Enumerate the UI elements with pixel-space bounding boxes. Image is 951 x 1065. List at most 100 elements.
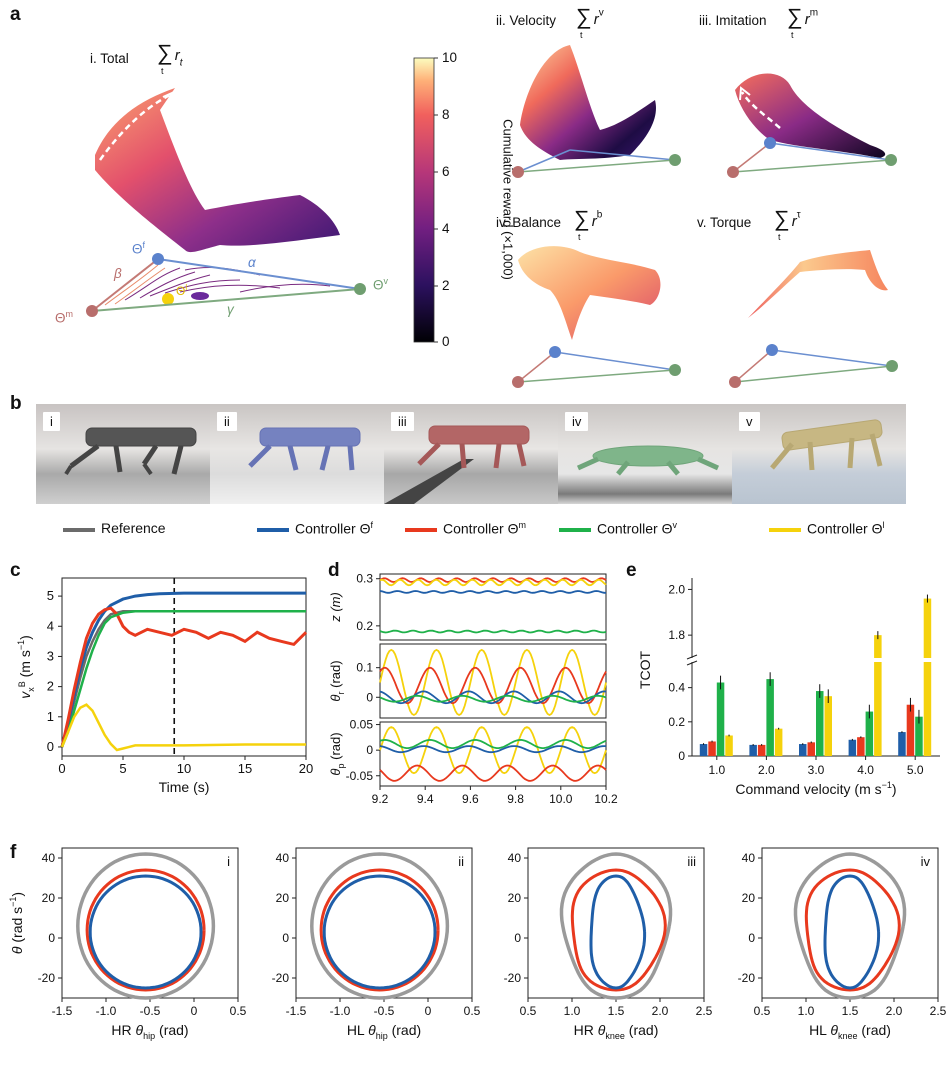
landscape-velocity (512, 45, 681, 178)
x-tick-label: 9.4 (417, 792, 434, 805)
y-tick-label: 0.1 (356, 661, 373, 675)
y-axis-label: vxB (m s−1) (16, 635, 36, 699)
bar (865, 711, 874, 756)
legend-swatch-v (559, 528, 591, 532)
x-tick-label: 0.5 (754, 1004, 771, 1018)
label-gamma: γ (227, 302, 234, 317)
axis-break (686, 654, 698, 660)
bar (716, 682, 725, 756)
legend-label-reference: Reference (101, 520, 166, 536)
x-tick-label: 0.5 (520, 1004, 537, 1018)
y-axis-label: z (m) (328, 592, 343, 623)
velocity-title: ii. Velocity (496, 13, 557, 28)
trajectory (589, 874, 647, 990)
x-tick-label: 0 (425, 1004, 432, 1018)
bar (749, 744, 757, 756)
legend-label-v: Controller Θv (597, 520, 677, 537)
y-axis-label: TCOT (637, 651, 653, 690)
trajectory (88, 874, 203, 990)
y-tick-label: -20 (272, 971, 290, 985)
y-tick-label: 0 (366, 743, 373, 757)
bar (766, 679, 774, 756)
series-line (60, 703, 306, 752)
x-axis-label: HL θhip (rad) (347, 1022, 421, 1041)
legend-swatch-f (257, 528, 289, 532)
x-tick-label: 1.0 (798, 1004, 815, 1018)
bar (857, 737, 865, 756)
chart-f: i -1.5 -1.0 -0.5 0 0.5 40 20 0 -20 HR θhip (rad) ii… (8, 847, 947, 1041)
trajectory (319, 868, 440, 992)
chart-c: 0 5 10 15 20 0 1 2 3 4 5 Time (s) vxB (m s−1) (16, 577, 313, 795)
bar (915, 716, 923, 756)
subplot-tag: ii (458, 854, 464, 869)
y-tick-label: 2.0 (668, 582, 685, 596)
colorbar-tick: 2 (442, 278, 450, 293)
series-line (379, 590, 606, 594)
y-tick-label: 1 (47, 709, 54, 724)
panel-a-landscapes (86, 45, 898, 388)
legend-label-f: Controller Θf (295, 520, 373, 537)
x-tick-label: 4.0 (857, 763, 874, 777)
x-axis-label: Command velocity (m s−1) (735, 780, 896, 797)
subplot-frame (379, 573, 607, 641)
legend-swatch-m (405, 528, 437, 532)
trajectory (570, 868, 667, 992)
x-tick-label: 1.0 (708, 763, 725, 777)
x-axis-label: HL θknee (rad) (809, 1022, 891, 1041)
bar (874, 635, 882, 658)
trajectory (310, 852, 450, 1000)
y-tick-label: 20 (742, 891, 756, 905)
x-tick-label: -1.0 (330, 1004, 351, 1018)
balance-formula: ∑ t rb (574, 206, 603, 242)
x-tick-label: 9.8 (507, 792, 524, 805)
panel-letter-d: d (328, 560, 340, 581)
panel-letter-c: c (10, 560, 21, 581)
series-line (60, 606, 308, 748)
imitation-title: iii. Imitation (699, 13, 767, 28)
robot-tile-1: i (36, 404, 210, 504)
landscape-total (86, 88, 366, 317)
bar (848, 739, 857, 756)
y-tick-label: -20 (738, 971, 756, 985)
x-tick-label: 5 (119, 761, 126, 776)
series-line (379, 726, 607, 775)
y-tick-label: 0 (748, 931, 755, 945)
x-tick-label: -0.5 (374, 1004, 395, 1018)
colorbar-tick: 10 (442, 50, 458, 65)
colorbar-tick: 0 (442, 334, 450, 349)
y-tick-label: 20 (276, 891, 290, 905)
series-line (379, 629, 607, 634)
x-tick-label: 10.2 (594, 792, 618, 805)
x-tick-label: 2.0 (652, 1004, 669, 1018)
y-tick-label: 40 (276, 851, 290, 865)
y-tick-label: 40 (508, 851, 522, 865)
x-tick-label: 2.0 (758, 763, 775, 777)
x-tick-label: 5.0 (907, 763, 924, 777)
label-alpha: α (248, 255, 256, 270)
y-tick-label: 0 (47, 739, 54, 754)
y-tick-label: 0 (282, 931, 289, 945)
trajectory (322, 874, 437, 990)
trajectory (823, 874, 881, 990)
x-tick-label: 0 (58, 761, 65, 776)
x-axis-label: Time (s) (159, 779, 210, 795)
x-tick-label: 2.0 (886, 1004, 903, 1018)
y-axis-label: θr (rad) (328, 660, 346, 701)
x-tick-label: 0.5 (464, 1004, 481, 1018)
legend-label-l: Controller Θl (807, 520, 885, 537)
bar (898, 732, 906, 756)
label-theta-l: Θl (176, 283, 188, 298)
trajectory (559, 852, 673, 1000)
series-line (379, 690, 607, 705)
velocity-formula: ∑ t rv (576, 4, 604, 40)
panel-letter-a: a (10, 4, 21, 25)
colorbar-label: Cumulative reward (×1,000) (500, 119, 516, 280)
y-tick-label: 0.3 (356, 572, 373, 586)
x-tick-label: 3.0 (808, 763, 825, 777)
x-tick-label: 1.0 (564, 1004, 581, 1018)
landscape-torque (729, 250, 898, 388)
y-tick-label: 4 (47, 618, 54, 633)
torque-formula: ∑ t rτ (774, 206, 801, 242)
subplot-frame (379, 721, 607, 787)
